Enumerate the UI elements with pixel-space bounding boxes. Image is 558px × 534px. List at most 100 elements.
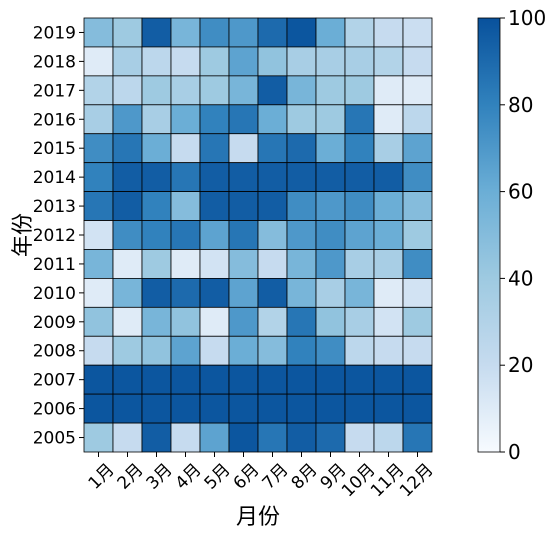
x-tick-label: 1月: [85, 460, 119, 494]
y-tick-label: 2005: [33, 429, 76, 449]
heatmap-cell: [257, 46, 288, 77]
heatmap-cell: [170, 249, 201, 279]
colorbar-tick-label: 40: [508, 266, 533, 290]
heatmap-cell: [83, 335, 114, 366]
heatmap-cell: [83, 249, 114, 279]
heatmap-cell: [373, 46, 404, 77]
heatmap-cell: [373, 220, 404, 250]
heatmap-cell: [199, 393, 230, 424]
heatmap-cell: [257, 133, 288, 164]
heatmap-cell: [141, 17, 172, 48]
heatmap-cell: [286, 393, 317, 424]
x-tick-label: 8月: [288, 460, 322, 494]
heatmap-cell: [170, 17, 201, 48]
heatmap-cell: [315, 220, 346, 250]
heatmap-cell: [286, 249, 317, 279]
x-tick-label: 2月: [114, 460, 148, 494]
heatmap-cell: [344, 220, 375, 250]
heatmap-cell: [83, 191, 114, 221]
heatmap-cell: [83, 162, 114, 193]
heatmap-cell: [228, 393, 259, 424]
heatmap-cell: [286, 75, 317, 106]
heatmap-cell: [402, 306, 433, 337]
y-tick-labels: 2019 2018 2017 2016 2015 2014 2013 2012 2011 2010…: [33, 23, 84, 449]
heatmap-cell: [315, 364, 346, 395]
heatmap-cell: [83, 364, 114, 395]
heatmap-cell: [286, 306, 317, 337]
heatmap-cell: [344, 162, 375, 193]
heatmap-cell: [228, 422, 259, 453]
heatmap-cell: [141, 191, 172, 221]
heatmap-cell: [315, 17, 346, 48]
heatmap-cell: [257, 393, 288, 424]
heatmap-cell: [83, 104, 114, 135]
heatmap-cell: [344, 17, 375, 48]
heatmap-cell: [141, 104, 172, 135]
heatmap-cell: [228, 249, 259, 279]
heatmap-cell: [315, 306, 346, 337]
heatmap-cell: [373, 335, 404, 366]
heatmap-cell: [199, 422, 230, 453]
heatmap-cell: [170, 306, 201, 337]
heatmap-cell: [344, 393, 375, 424]
heatmap-cell: [112, 46, 143, 77]
heatmap-cell: [199, 17, 230, 48]
heatmap-cell: [257, 277, 288, 308]
heatmap-cell: [373, 104, 404, 135]
y-tick-label: 2019: [33, 23, 76, 43]
heatmap-cell: [402, 364, 433, 395]
heatmap-cell: [373, 133, 404, 164]
x-tick-label: 5月: [201, 460, 235, 494]
heatmap-cell: [257, 75, 288, 106]
y-tick-label: 2009: [33, 313, 76, 333]
heatmap-cell: [112, 133, 143, 164]
colorbar-tick-label: 80: [508, 93, 533, 117]
heatmap-cell: [228, 162, 259, 193]
heatmap-cell: [286, 422, 317, 453]
heatmap-cell: [112, 249, 143, 279]
heatmap-cell: [315, 277, 346, 308]
heatmap-cell: [373, 162, 404, 193]
heatmap-cell: [141, 46, 172, 77]
y-tick-label: 2014: [33, 168, 76, 188]
heatmap-cell: [141, 133, 172, 164]
heatmap-cell: [141, 422, 172, 453]
heatmap-cell: [402, 191, 433, 221]
x-tick-label: 12月: [396, 460, 437, 501]
heatmap-cell: [373, 364, 404, 395]
y-tick-label: 2013: [33, 197, 76, 217]
x-tick-label: 3月: [143, 460, 177, 494]
y-tick-label: 2012: [33, 226, 76, 246]
heatmap-cell: [315, 133, 346, 164]
heatmap-cell: [83, 17, 114, 48]
heatmap-cell: [170, 133, 201, 164]
heatmap-cell: [199, 46, 230, 77]
heatmap-cell: [228, 133, 259, 164]
x-tick-label: 7月: [259, 460, 293, 494]
heatmap-cell: [199, 364, 230, 395]
heatmap-cell: [315, 422, 346, 453]
heatmap-cell: [373, 306, 404, 337]
heatmap-cells: [83, 17, 433, 453]
y-tick-label: 2016: [33, 110, 76, 130]
heatmap-cell: [228, 191, 259, 221]
heatmap-cell: [170, 46, 201, 77]
heatmap-cell: [344, 104, 375, 135]
heatmap-cell: [228, 364, 259, 395]
heatmap-cell: [402, 104, 433, 135]
heatmap-cell: [373, 17, 404, 48]
heatmap-cell: [402, 220, 433, 250]
heatmap-cell: [228, 335, 259, 366]
heatmap-cell: [170, 104, 201, 135]
x-axis-label: 月份: [236, 505, 280, 530]
y-axis-label: 年份: [11, 213, 36, 257]
heatmap-cell: [402, 75, 433, 106]
heatmap-cell: [170, 191, 201, 221]
y-tick-label: 2011: [33, 255, 76, 275]
heatmap-cell: [315, 46, 346, 77]
heatmap-cell: [402, 393, 433, 424]
heatmap-cell: [257, 364, 288, 395]
heatmap-cell: [199, 104, 230, 135]
